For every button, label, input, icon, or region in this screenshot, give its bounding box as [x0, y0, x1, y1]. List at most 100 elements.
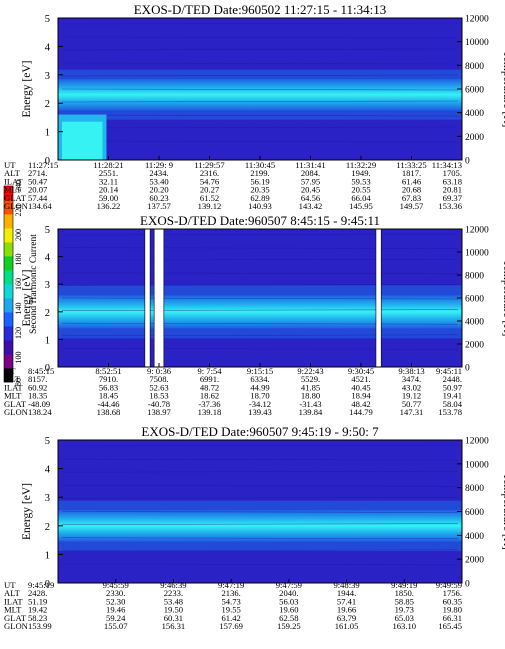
colorbar-swatch — [4, 354, 13, 369]
y2-tick-label: 0 — [465, 157, 470, 167]
orbit-value: 145.95 — [349, 201, 373, 211]
orbit-value: -44.46 — [97, 399, 120, 409]
y-tick-label: 3 — [45, 493, 50, 504]
colorbar-tick-label: 240 — [14, 180, 23, 192]
orbit-value: 9:45:59 — [103, 580, 129, 590]
orbit-value: 19.41 — [443, 391, 462, 401]
y-tick-label: 1 — [45, 335, 50, 346]
orbit-value: 2330. — [106, 588, 125, 598]
orbit-value: 32.11 — [99, 176, 118, 186]
y-tick-label: 4 — [45, 465, 51, 476]
panel-title: EXOS-D/TED Date:960507 8:45:15 - 9:45:11 — [140, 213, 380, 228]
orbit-value: 11:29: 9 — [145, 160, 173, 170]
orbit-value: 61.52 — [200, 193, 219, 203]
orbit-value: 18.45 — [99, 391, 118, 401]
orbit-value: 20.68 — [402, 185, 421, 195]
texture-streak — [61, 36, 459, 39]
spectrogram-panels: EXOS-D/TED Date:960502 11:27:15 - 11:34:… — [4, 2, 505, 631]
texture-streak — [61, 258, 459, 261]
orbit-value: 8:45:15 — [28, 366, 54, 376]
y-tick-label: 0 — [45, 363, 50, 374]
orbit-value: 56.03 — [279, 596, 298, 606]
orbit-value: 138.68 — [97, 407, 121, 417]
orbit-value: 56.19 — [250, 176, 269, 186]
colorbar-swatch — [4, 284, 13, 299]
texture-streak — [61, 100, 459, 103]
y-tick-label: 2 — [45, 522, 50, 533]
orbit-value: 18.70 — [250, 391, 269, 401]
orbit-value: 2448. — [443, 374, 462, 384]
colorbar: 80 100 120 140 160 180 200 220 240 Second Harmoni… — [3, 180, 39, 386]
y-tick-label: 0 — [45, 579, 50, 590]
orbit-value: 144.79 — [349, 407, 373, 417]
orbit-value: 1817. — [402, 168, 421, 178]
y-tick-label: 5 — [45, 14, 50, 25]
orbit-value: 140.93 — [248, 201, 272, 211]
texture-streak — [61, 297, 459, 300]
y2-axis-label: Temperature [K] — [501, 260, 505, 337]
orbit-value: 56.83 — [99, 382, 118, 392]
orbit-value: 9:38:13 — [398, 366, 424, 376]
orbit-value: 139.43 — [248, 407, 272, 417]
y-tick-label: 0 — [45, 156, 50, 167]
y2-tick-label: 10000 — [465, 460, 489, 470]
colorbar-tick-label: 200 — [14, 229, 23, 241]
orbit-value: 20.20 — [149, 185, 168, 195]
orbit-value: 9: 7:54 — [197, 366, 222, 376]
colorbar-swatch — [4, 242, 13, 257]
data-gap — [153, 228, 165, 368]
texture-streak — [61, 458, 459, 461]
orbit-value: 62.89 — [250, 193, 269, 203]
orbit-row-label: GLON — [4, 201, 29, 211]
orbit-value: 7508. — [149, 374, 168, 384]
orbit-value: 19.42 — [28, 605, 47, 615]
orbit-value: 143.42 — [299, 201, 323, 211]
orbit-value: 59.53 — [351, 176, 370, 186]
orbit-value: 6334. — [250, 374, 269, 384]
orbit-value: 18.94 — [351, 391, 371, 401]
orbit-value: 11:30:45 — [245, 160, 275, 170]
y-tick-label: 1 — [45, 550, 50, 561]
orbit-value: 11:28:21 — [93, 160, 123, 170]
orbit-value: 54.76 — [200, 176, 220, 186]
orbit-value: 9:46:39 — [160, 580, 186, 590]
orbit-row-label: ALT — [4, 168, 21, 178]
orbit-value: 48.72 — [200, 382, 219, 392]
orbit-value: 139.84 — [299, 407, 323, 417]
orbit-value: 4521. — [351, 374, 370, 384]
orbit-value: 19.12 — [402, 391, 421, 401]
y-tick-label: 5 — [45, 436, 50, 447]
orbit-value: 2714. — [28, 168, 47, 178]
y2-tick-label: 10000 — [465, 249, 489, 259]
orbit-row-label: UT — [4, 580, 16, 590]
y-tick-label: 4 — [45, 42, 51, 53]
orbit-value: 60.23 — [149, 193, 168, 203]
texture-streak — [61, 470, 459, 473]
texture-streak — [61, 233, 459, 236]
orbit-value: 20.07 — [28, 185, 48, 195]
orbit-row-label: GLAT — [4, 193, 27, 203]
energy-band — [58, 510, 462, 542]
orbit-value: 2233. — [164, 588, 183, 598]
y2-tick-label: 10000 — [465, 38, 489, 48]
orbit-value: 44.99 — [250, 382, 269, 392]
orbit-value: 19.80 — [443, 605, 462, 615]
y2-tick-label: 12000 — [465, 226, 489, 236]
orbit-value: 19.73 — [395, 605, 414, 615]
y2-tick-label: 0 — [465, 364, 470, 374]
data-gap — [144, 228, 151, 368]
y-tick-label: 2 — [45, 308, 50, 319]
y2-tick-label: 12000 — [465, 15, 489, 25]
orbit-value: 61.46 — [402, 176, 422, 186]
y2-tick-label: 8000 — [465, 484, 484, 494]
panel-2: EXOS-D/TED Date:960507 8:45:15 - 9:45:11… — [4, 213, 505, 417]
orbit-value: 19.50 — [164, 605, 183, 615]
orbit-value: 138.24 — [28, 407, 52, 417]
orbit-row-label: GLON — [4, 407, 29, 417]
orbit-value: 59.24 — [106, 613, 126, 623]
y2-tick-label: 4000 — [465, 109, 484, 119]
orbit-value: 60.35 — [443, 596, 462, 606]
panel-title: EXOS-D/TED Date:960502 11:27:15 - 11:34:… — [134, 2, 387, 17]
orbit-value: 153.99 — [28, 621, 52, 631]
orbit-value: -40.78 — [148, 399, 170, 409]
